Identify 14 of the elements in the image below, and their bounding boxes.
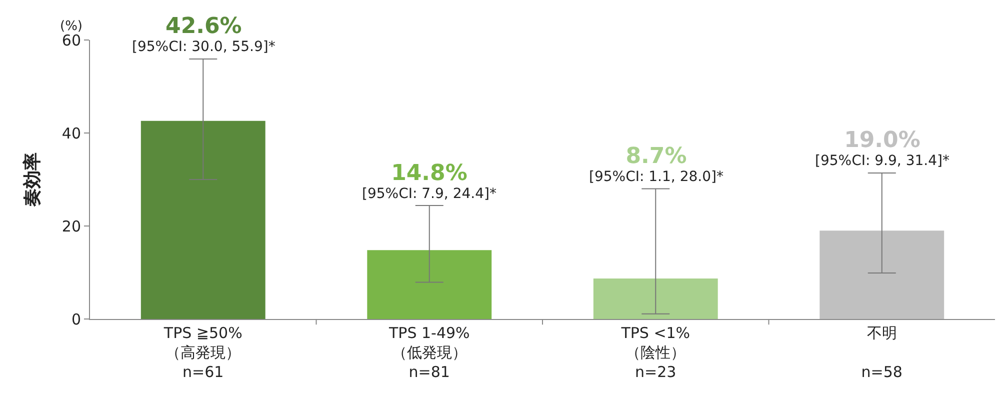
x-tick-label: TPS ≧50% （高発現） n=61 [162, 324, 242, 381]
category-label: 不明 n=58 [861, 324, 902, 381]
y-tick-label: 20 [62, 217, 81, 236]
annotation: 8.7% [95%CI: 1.1, 28.0]* [589, 144, 724, 186]
x-tick-label: TPS 1-49% （低発現） n=81 [388, 324, 470, 381]
y-tick-label: 60 [62, 31, 81, 50]
annotation: 42.6% [95%CI: 30.0, 55.9]* [132, 14, 276, 56]
annotation: 19.0% [95%CI: 9.9, 31.4]* [815, 128, 950, 170]
x-tick-label: TPS <1% （陰性） n=23 [620, 324, 690, 381]
y-axis-title: 奏効率 [22, 152, 44, 208]
y-tick-label: 40 [62, 124, 81, 142]
y-tick-label: 0 [71, 310, 81, 328]
text: (%) [60, 19, 82, 34]
annotation: 14.8% [95%CI: 7.9, 24.4]* [362, 161, 496, 202]
